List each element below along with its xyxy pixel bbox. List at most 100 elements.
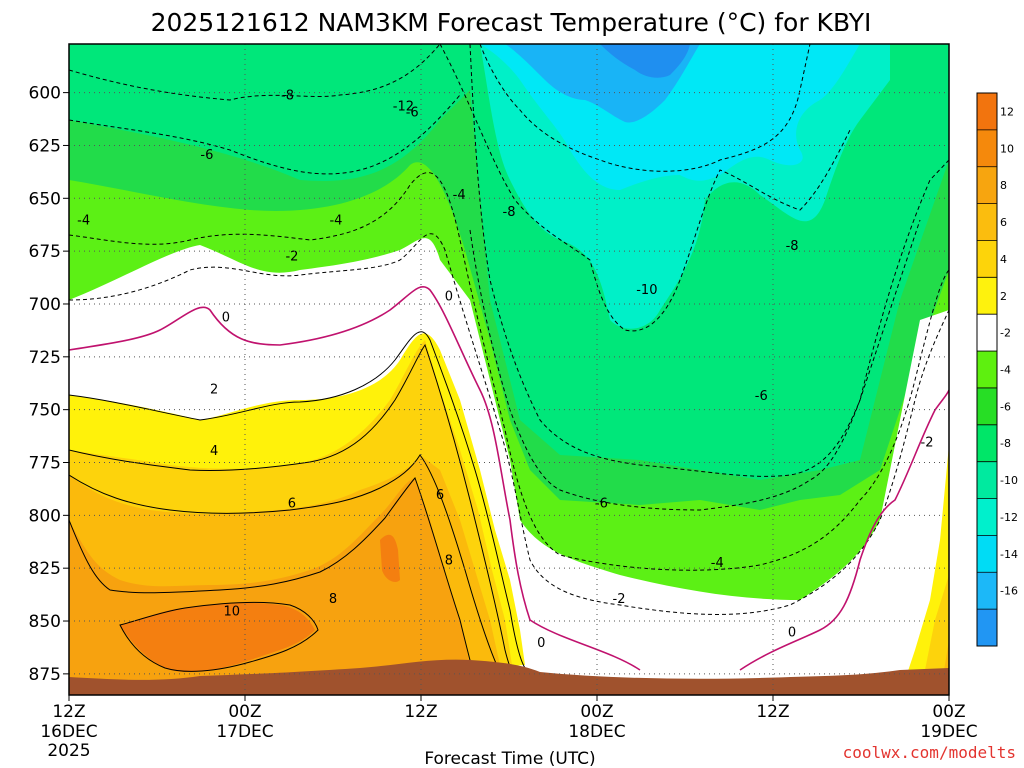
colorbar-segment (977, 314, 997, 352)
colorbar-label: -2 (1000, 327, 1011, 340)
contour-label: -6 (406, 106, 419, 121)
contour-label: -2 (285, 249, 298, 264)
colorbar-segment (977, 387, 997, 426)
terrain-ground (69, 659, 949, 695)
grid-lines (69, 44, 949, 695)
colorbar-label: 2 (1000, 290, 1007, 303)
contour-label: 8 (445, 554, 453, 569)
contour-minus8-upper (69, 44, 441, 101)
colorbar-label: -10 (1000, 474, 1018, 487)
contour-label: -10 (636, 283, 657, 298)
colorbar-segment (977, 93, 997, 131)
contour-label: -6 (755, 389, 768, 404)
credit-text: coolwx.com/modelts (843, 743, 1016, 762)
colorbar-segment (977, 203, 997, 241)
contour-label: -4 (453, 188, 466, 203)
fill-band-minus14-minus16 (600, 44, 690, 78)
contour-minus6 (69, 94, 949, 511)
x-tick-time-label: 00Z (580, 702, 613, 722)
contour-minus2 (69, 233, 949, 615)
colorbar-segment (977, 129, 997, 168)
colorbar-segment (977, 609, 997, 647)
contour-4 (69, 343, 513, 671)
contour-label: -8 (786, 239, 799, 254)
colorbar-segment (977, 424, 997, 463)
x-tick-date-label: 16DEC (40, 722, 97, 742)
colorbar-label: -14 (1000, 548, 1018, 561)
x-tick-date-label: 18DEC (568, 722, 625, 742)
contour-label: -6 (200, 148, 213, 163)
colorbar-segment (977, 166, 997, 205)
colorbar-label: -12 (1000, 511, 1018, 524)
positive-contours (69, 331, 526, 672)
contour-label: 6 (288, 497, 296, 512)
y-tick-label: 675 (29, 242, 61, 262)
colorbar-label: -8 (1000, 437, 1011, 450)
colorbar-label: 8 (1000, 179, 1007, 192)
contour-label: -8 (503, 205, 516, 220)
colorbar-segment (977, 535, 997, 573)
y-tick-label: 725 (29, 348, 61, 368)
colorbar-label: 12 (1000, 105, 1014, 118)
x-tick-date-label: 17DEC (216, 722, 273, 742)
contour-labels: -12 -8 -6 -6 -4 -8 -4 -4 -2 -10 -8 0 0 -6 -2 2 4 6 6 -6 -4 8 8… (77, 89, 934, 651)
contour-label: 0 (445, 290, 453, 305)
colorbar-segment (977, 351, 997, 389)
contour-zero-east (739, 389, 949, 671)
chart-title: 2025121612 NAM3KM Forecast Temperature (… (151, 8, 872, 37)
colorbar: 12 10 8 6 4 2 -2 -4 -6 -8 -10 -12 -14 -16 (976, 92, 1018, 647)
contour-label: 4 (210, 444, 218, 459)
y-tick-label: 600 (29, 84, 61, 104)
y-tick-label: 700 (29, 295, 61, 315)
plot-frame (68, 43, 950, 696)
colorbar-segment (977, 461, 997, 500)
contour-label: 0 (788, 626, 796, 641)
contour-minus8-lower (469, 44, 921, 477)
x-tick-time-label: 12Z (52, 702, 85, 722)
contour-label: -4 (711, 556, 724, 571)
contour-2 (69, 331, 526, 669)
contour-label: -6 (595, 497, 608, 512)
x-tick-time-label: 12Z (404, 702, 437, 722)
x-tick-year-label: 2025 (47, 741, 90, 761)
y-tick-label: 800 (29, 506, 61, 526)
x-axis-label: Forecast Time (UTC) (424, 749, 595, 768)
colorbar-frame (976, 92, 998, 647)
colorbar-label: 10 (1000, 142, 1014, 155)
contour-label: 0 (222, 311, 230, 326)
y-tick-label: 650 (29, 189, 61, 209)
contour-label: -2 (921, 435, 934, 450)
x-tick-time-label: 00Z (228, 702, 261, 722)
y-tick-label: 875 (29, 665, 61, 685)
y-tick-label: 750 (29, 401, 61, 421)
colorbar-segment (977, 572, 997, 610)
colorbar-segment (977, 277, 997, 315)
contour-label: -4 (77, 213, 90, 228)
contour-label: 2 (210, 383, 218, 398)
colorbar-label: 4 (1000, 253, 1007, 266)
contour-label: -8 (281, 89, 294, 104)
colorbar-label: -6 (1000, 400, 1011, 413)
y-tick-label: 850 (29, 612, 61, 632)
fill-band-10-12 (120, 534, 400, 672)
contour-10 (119, 601, 319, 672)
contour-minus4 (69, 172, 949, 571)
contour-zero-main (69, 286, 641, 671)
contour-label: -2 (613, 592, 626, 607)
y-tick-label: 825 (29, 559, 61, 579)
x-tick-time-label: 12Z (756, 702, 789, 722)
plot-area: -12 -8 -6 -6 -4 -8 -4 -4 -2 -10 -8 0 0 -6 -2 2 4 6 6 -6 -4 8 8… (69, 44, 949, 695)
contour-8 (69, 477, 473, 669)
contour-label: 6 (436, 488, 444, 503)
colorbar-segment (977, 498, 997, 536)
colorbar-label: 6 (1000, 216, 1007, 229)
y-tick-label: 775 (29, 454, 61, 474)
y-axis-ticks: 600 625 650 675 700 725 750 775 800 825 850 875 (29, 84, 69, 685)
x-tick-date-label: 19DEC (920, 722, 977, 742)
colorbar-label: -16 (1000, 585, 1018, 598)
contour-minus12 (479, 44, 811, 172)
y-tick-label: 625 (29, 136, 61, 156)
